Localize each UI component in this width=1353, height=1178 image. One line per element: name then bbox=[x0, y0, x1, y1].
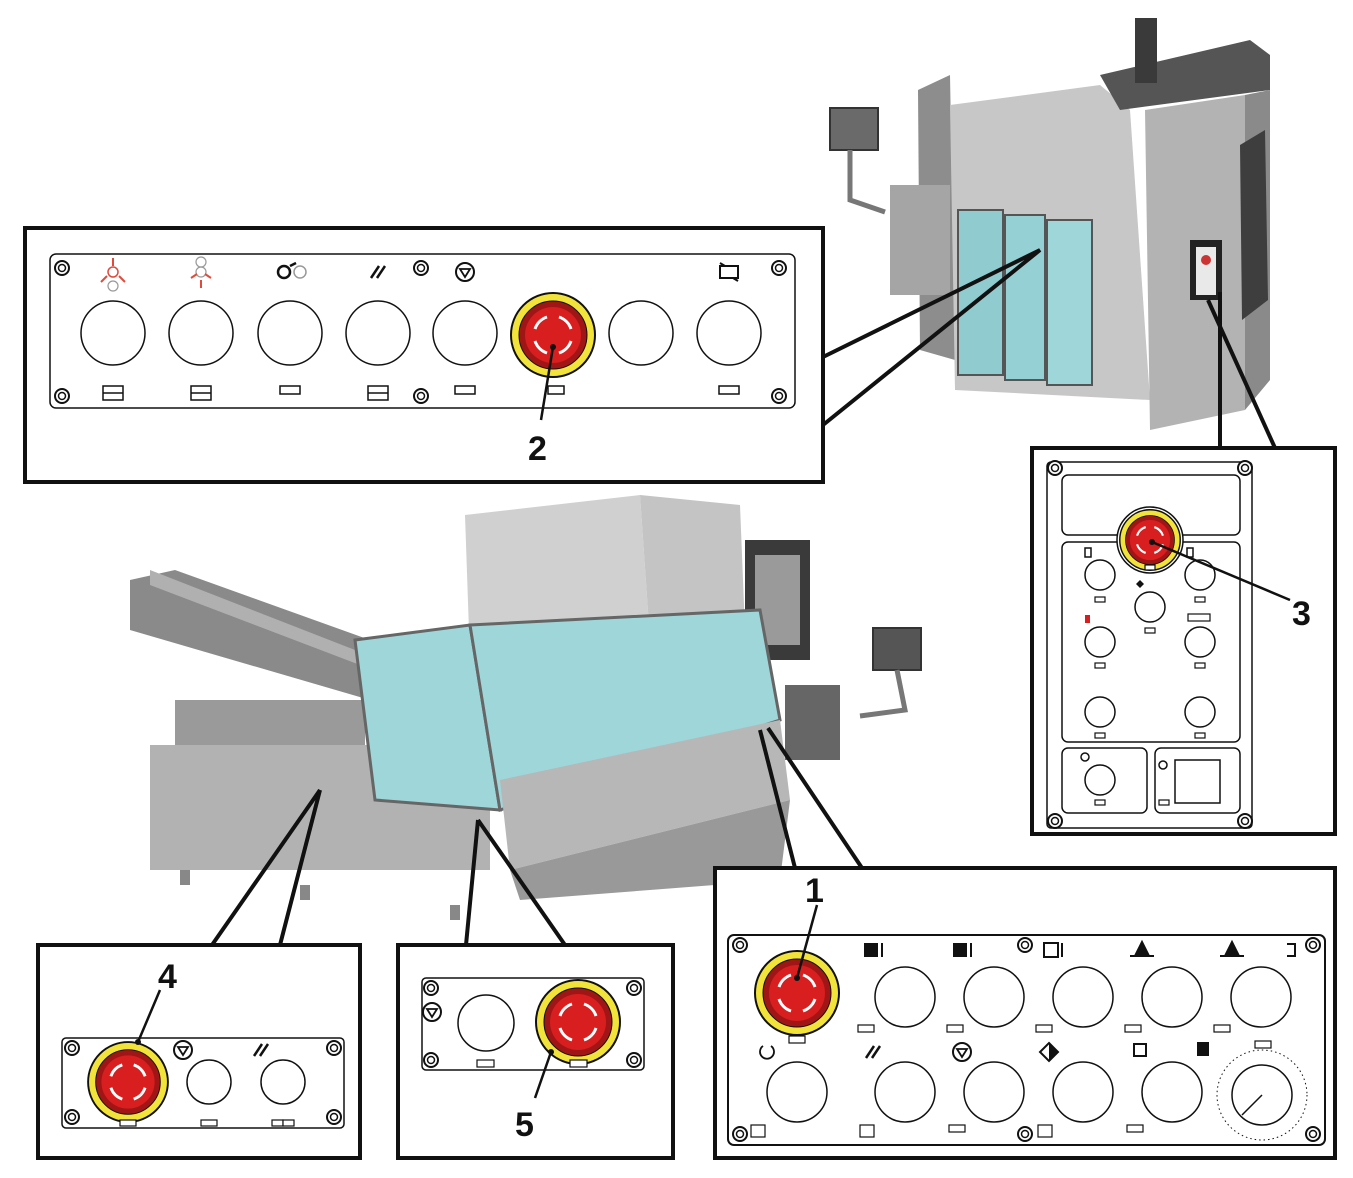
reset-button[interactable] bbox=[260, 1059, 306, 1105]
mode-button[interactable] bbox=[80, 300, 146, 366]
display-window bbox=[1174, 759, 1221, 804]
start-button[interactable] bbox=[1134, 591, 1166, 623]
control-panel-3: 3 bbox=[1030, 446, 1337, 836]
power-icon bbox=[759, 1045, 775, 1060]
cycle-icon bbox=[1133, 1043, 1147, 1057]
glass-panel bbox=[957, 209, 1004, 376]
top-machine-render bbox=[829, 18, 1270, 430]
battery-icon bbox=[719, 262, 739, 282]
main-machine-render bbox=[130, 495, 922, 920]
blank-button[interactable] bbox=[608, 300, 674, 366]
arrows-out-icon bbox=[100, 258, 126, 292]
light-button[interactable] bbox=[1141, 966, 1203, 1028]
stop-button[interactable] bbox=[432, 300, 498, 366]
door-button[interactable] bbox=[1184, 559, 1216, 591]
lamp-icon bbox=[1220, 939, 1244, 957]
bracket-icon bbox=[1287, 943, 1296, 957]
function-button[interactable] bbox=[1052, 966, 1114, 1028]
control-panel-2: 2 bbox=[23, 226, 825, 484]
rotate-button[interactable] bbox=[257, 300, 323, 366]
emergency-stop-button[interactable] bbox=[86, 1040, 170, 1124]
key-icon bbox=[1080, 752, 1090, 762]
cabinet-up-icon bbox=[953, 943, 972, 957]
function-button[interactable] bbox=[963, 966, 1025, 1028]
rotate-icon bbox=[276, 261, 307, 280]
start-button[interactable] bbox=[766, 1061, 828, 1123]
diamond-icon bbox=[1136, 580, 1144, 588]
control-panel-4: 4 bbox=[36, 943, 362, 1160]
arrows-in-icon bbox=[190, 256, 212, 288]
hand-icon bbox=[1197, 1042, 1209, 1056]
key-button[interactable] bbox=[1084, 764, 1116, 796]
run-button[interactable] bbox=[1052, 1061, 1114, 1123]
lamp-icon bbox=[1130, 939, 1154, 957]
cabinet-grid-up-icon bbox=[1043, 942, 1063, 958]
glass-panel bbox=[1004, 214, 1046, 381]
door-red-button[interactable] bbox=[1084, 626, 1116, 658]
door-button[interactable] bbox=[1084, 559, 1116, 591]
control-panel-1: 1 bbox=[713, 866, 1337, 1160]
reset-button[interactable] bbox=[874, 1061, 936, 1123]
function-button[interactable] bbox=[874, 966, 936, 1028]
red-door-icon bbox=[1085, 615, 1090, 623]
light-button[interactable] bbox=[1230, 966, 1292, 1028]
box-icon bbox=[1187, 613, 1211, 622]
cycle-button[interactable] bbox=[1141, 1061, 1203, 1123]
box-button[interactable] bbox=[1184, 626, 1216, 658]
monitor-screen bbox=[829, 107, 879, 151]
stop-button[interactable] bbox=[186, 1059, 232, 1105]
tool-button[interactable] bbox=[1084, 696, 1116, 728]
glass-panel bbox=[1046, 219, 1093, 386]
emergency-stop-button[interactable] bbox=[753, 949, 841, 1037]
stop-button[interactable] bbox=[457, 994, 515, 1052]
callout-4: 4 bbox=[158, 958, 177, 996]
monitor-screen bbox=[872, 627, 922, 671]
callout-2: 2 bbox=[528, 430, 547, 468]
clock-icon bbox=[1158, 760, 1168, 770]
mode-button[interactable] bbox=[168, 300, 234, 366]
control-panel-5: 5 bbox=[396, 943, 675, 1160]
speed-dial[interactable] bbox=[1216, 1049, 1308, 1141]
emergency-stop-button[interactable] bbox=[509, 291, 597, 379]
stop-button[interactable] bbox=[963, 1061, 1025, 1123]
door-icon bbox=[1084, 547, 1092, 558]
callout-3: 3 bbox=[1292, 595, 1311, 633]
tool-button[interactable] bbox=[1184, 696, 1216, 728]
reset-button[interactable] bbox=[345, 300, 411, 366]
battery-button[interactable] bbox=[696, 300, 762, 366]
callout-1: 1 bbox=[805, 872, 824, 910]
callout-5: 5 bbox=[515, 1106, 534, 1144]
cabinet-up-icon bbox=[864, 943, 883, 957]
